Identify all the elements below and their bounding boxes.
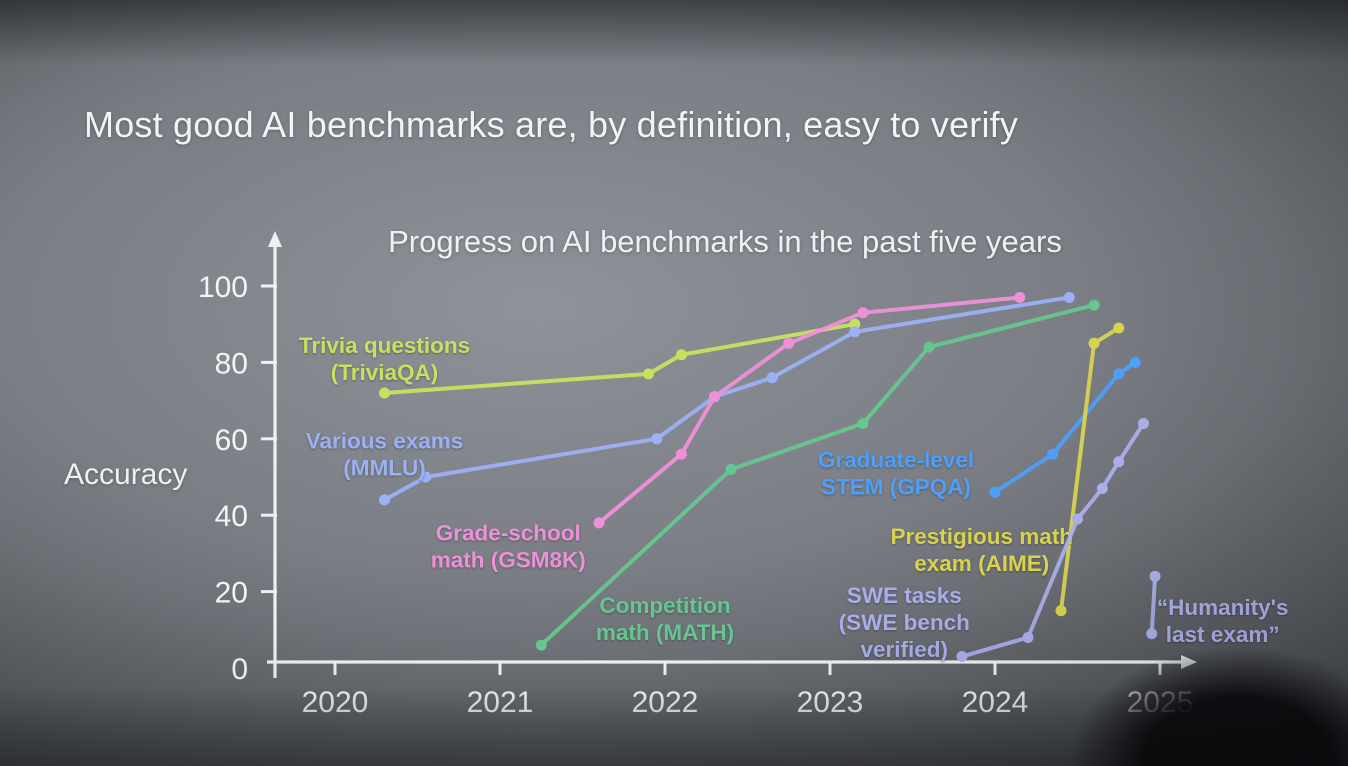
data-point: [956, 651, 968, 663]
data-point: [1022, 631, 1034, 643]
y-tick-label: 100: [198, 271, 248, 304]
series-line-gsm8k: [597, 295, 1022, 525]
series-label-aime: Prestigious math exam (AIME): [891, 524, 1074, 576]
data-point: [1063, 291, 1075, 303]
data-point: [676, 448, 687, 460]
x-tick-label: 2021: [467, 686, 534, 719]
data-point: [593, 517, 605, 529]
data-point: [849, 326, 861, 338]
data-point: [651, 433, 663, 445]
data-point: [1113, 368, 1125, 380]
data-point: [849, 318, 861, 330]
data-point: [535, 639, 547, 651]
data-point: [1072, 513, 1083, 525]
series-line-triviaqa: [382, 322, 857, 395]
y-tick-label: 40: [215, 500, 248, 533]
y-tick-label: 80: [215, 347, 248, 380]
data-point: [1047, 448, 1059, 460]
data-point: [1113, 456, 1125, 468]
data-point: [989, 486, 1001, 498]
data-point: [1088, 337, 1100, 349]
data-point: [725, 463, 737, 475]
data-point: [1149, 570, 1161, 582]
y-axis-arrow-icon: [268, 231, 282, 247]
data-point: [1088, 299, 1100, 311]
y-tick-label: 0: [231, 653, 248, 686]
x-tick-label: 2022: [632, 686, 699, 719]
x-tick-label: 2025: [1127, 686, 1194, 719]
data-point: [643, 368, 654, 380]
x-tick-label: 2023: [797, 686, 864, 719]
data-point: [379, 387, 390, 399]
data-point: [1129, 356, 1141, 368]
x-tick-label: 2020: [302, 686, 369, 719]
y-axis-label: Accuracy: [64, 458, 188, 491]
series-label-gpqa: Graduate-level STEM (GPQA): [818, 448, 974, 500]
chart-title: Progress on AI benchmarks in the past fi…: [388, 224, 1062, 259]
series-line-aime: [1059, 326, 1121, 613]
data-point: [923, 341, 935, 353]
series-label-humanity-s-last-exam: “Humanity's last exam”: [1157, 595, 1289, 647]
series-label-math: Competition math (MATH): [596, 593, 734, 645]
data-point: [1146, 628, 1158, 640]
series-label-mmlu: Various exams (MMLU): [306, 429, 464, 481]
data-point: [1113, 322, 1125, 334]
data-point: [1138, 418, 1149, 430]
data-point: [1055, 605, 1067, 617]
series-label-swe-bench-verified: SWE tasks (SWE bench verified): [839, 583, 970, 662]
y-tick-label: 60: [215, 424, 248, 457]
data-point: [766, 372, 778, 384]
data-point: [709, 391, 720, 403]
series-label-gsm8k: Grade-school math (GSM8K): [431, 520, 586, 572]
data-point: [420, 471, 432, 483]
slide-title: Most good AI benchmarks are, by definiti…: [84, 104, 1019, 145]
data-point: [783, 337, 795, 349]
series-line-swe-bench-verified: [960, 421, 1146, 659]
x-axis-arrow-icon: [1181, 655, 1197, 669]
data-point: [676, 349, 687, 361]
series-label-triviaqa: Trivia questions (TriviaQA): [299, 333, 470, 385]
data-point: [857, 307, 869, 319]
data-point: [1096, 482, 1108, 494]
data-point: [379, 494, 390, 506]
x-tick-label: 2024: [962, 686, 1029, 719]
y-tick-label: 20: [215, 577, 248, 610]
series-line-humanity-s-last-exam: [1149, 574, 1158, 636]
data-point: [857, 418, 869, 430]
data-point: [1014, 291, 1026, 303]
